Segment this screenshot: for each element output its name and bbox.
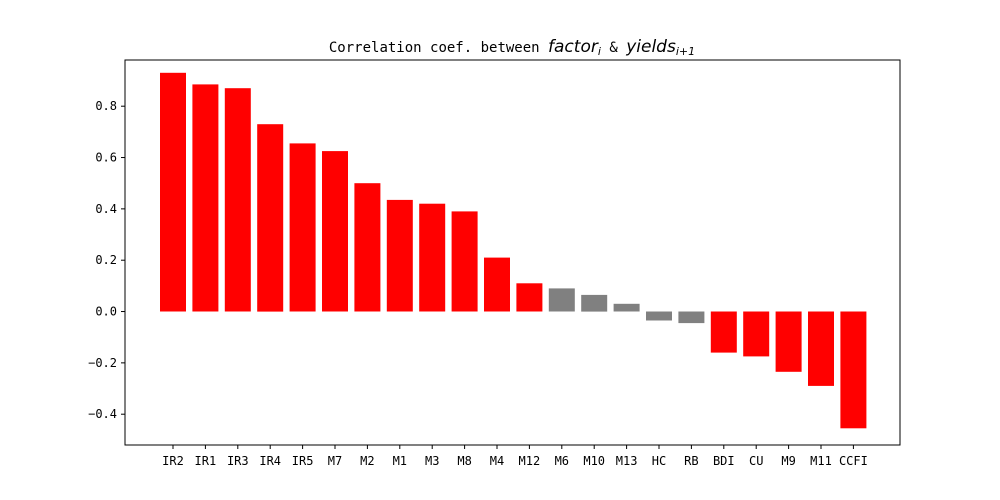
x-tick-label: M11	[810, 454, 832, 468]
bar-m8	[451, 211, 478, 312]
y-tick-label: 0.8	[95, 99, 117, 113]
x-tick-label: CU	[749, 454, 763, 468]
y-tick-label: 0.2	[95, 253, 117, 267]
x-tick-label: M6	[555, 454, 569, 468]
bar-m10	[581, 294, 608, 312]
title-joiner: &	[601, 40, 626, 56]
bar-m1	[386, 199, 413, 312]
bar-m9	[775, 311, 802, 372]
x-tick-label: M3	[425, 454, 439, 468]
bar-ir3	[224, 88, 251, 312]
bar-hc	[646, 311, 672, 321]
bar-m3	[419, 203, 446, 312]
y-axis: −0.4 −0.2 0.0 0.2 0.4 0.6 0.8	[88, 99, 125, 421]
bar-m6	[548, 288, 575, 312]
x-tick-label: HC	[652, 454, 666, 468]
x-tick-label: IR2	[162, 454, 184, 468]
bar-m13	[613, 303, 640, 312]
bar-m12	[516, 283, 543, 312]
x-tick-label: M13	[616, 454, 638, 468]
y-tick-label: −0.4	[88, 407, 117, 421]
chart-title: Correlation coef. between factori & yiel…	[329, 37, 695, 58]
bar-m7	[322, 151, 348, 312]
title-var1-sub: i	[598, 45, 601, 58]
x-tick-label: CCFI	[839, 454, 868, 468]
plot-frame	[124, 59, 901, 446]
bar-m4	[484, 257, 510, 312]
x-tick-label: IR4	[259, 454, 281, 468]
x-tick-label: M12	[519, 454, 541, 468]
bar-ir1	[192, 84, 219, 312]
x-tick-label: M8	[457, 454, 471, 468]
y-tick-label: −0.2	[88, 356, 117, 370]
x-tick-label: M10	[583, 454, 605, 468]
bar-ir2	[160, 72, 186, 312]
bar-cu	[743, 311, 770, 357]
x-tick-label: M4	[490, 454, 504, 468]
y-tick-label: 0.0	[95, 305, 117, 319]
x-tick-label: BDI	[713, 454, 735, 468]
title-var2: yields	[625, 37, 676, 57]
bars-group	[160, 72, 867, 429]
x-tick-label: IR3	[227, 454, 249, 468]
x-tick-label: RB	[684, 454, 698, 468]
x-tick-label: M7	[328, 454, 342, 468]
y-tick-label: 0.4	[95, 202, 117, 216]
x-tick-label: M1	[393, 454, 407, 468]
title-var2-sub: i+1	[676, 45, 695, 58]
bar-ir4	[257, 124, 284, 312]
title-var1: factor	[548, 37, 599, 57]
y-tick-label: 0.6	[95, 151, 117, 165]
x-tick-label: M9	[781, 454, 795, 468]
x-tick-label: IR5	[292, 454, 314, 468]
bar-m2	[354, 183, 381, 312]
x-tick-label: M2	[360, 454, 374, 468]
bar-ccfi	[840, 311, 867, 429]
x-tick-label: IR1	[195, 454, 217, 468]
bar-rb	[678, 311, 705, 324]
title-prefix: Correlation coef. between	[329, 40, 548, 56]
bar-bdi	[710, 311, 737, 353]
x-axis: IR2 IR1 IR3 IR4 IR5 M7 M2 M1 M3 M8 M4 M12 M6 M10 M13 HC…	[162, 445, 868, 468]
bar-ir5	[289, 143, 316, 312]
bar-m11	[808, 311, 834, 386]
